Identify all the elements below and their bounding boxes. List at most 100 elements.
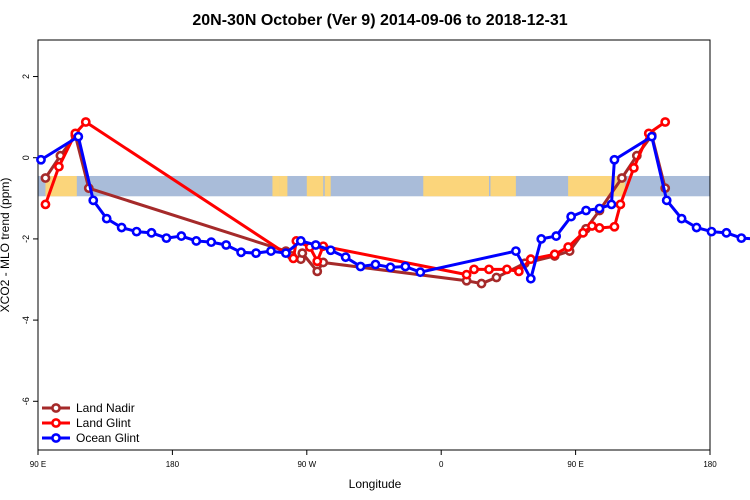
land-nadir-point bbox=[616, 173, 627, 183]
ocean-glint-point bbox=[706, 226, 717, 237]
ocean-glint-point bbox=[325, 245, 336, 256]
ocean-glint-point bbox=[221, 240, 232, 250]
land-glint-point bbox=[594, 223, 605, 233]
land-glint-point bbox=[609, 221, 620, 232]
land-nadir-point bbox=[491, 272, 502, 283]
chart-title: 20N-30N October (Ver 9) 2014-09-06 to 20… bbox=[192, 12, 567, 29]
ocean-glint-point bbox=[36, 154, 46, 165]
ocean-glint-point bbox=[415, 267, 426, 278]
land-glint-point bbox=[312, 256, 323, 267]
land-segment bbox=[568, 175, 625, 197]
ocean-glint-point bbox=[661, 195, 672, 206]
y-axis-label: XCO2 - MLO trend (ppm) bbox=[0, 178, 12, 313]
ocean-glint-point bbox=[594, 203, 605, 214]
legend-label-ocean-glint: Ocean Glint bbox=[76, 431, 140, 445]
land-glint-point bbox=[513, 266, 524, 277]
land-glint-point bbox=[469, 264, 479, 275]
ocean-glint-point bbox=[251, 248, 261, 259]
land-segment bbox=[279, 175, 288, 197]
land-glint-point bbox=[461, 269, 472, 280]
ocean-glint-point bbox=[340, 252, 351, 263]
series-layer bbox=[36, 117, 750, 289]
ocean-glint-point bbox=[536, 234, 547, 244]
land-glint-point bbox=[502, 264, 512, 275]
ocean-glint-point bbox=[161, 233, 172, 243]
ocean-glint-point bbox=[370, 259, 381, 270]
land-glint-point bbox=[587, 221, 597, 231]
ocean-glint-point bbox=[385, 262, 396, 273]
ocean-glint-point bbox=[609, 154, 620, 165]
y-tick-label: 0 bbox=[21, 155, 31, 160]
land-segment bbox=[324, 175, 331, 197]
ocean-glint-point bbox=[191, 236, 202, 246]
x-axis: 90 E 180 90 W 0 90 E 180 bbox=[30, 450, 717, 469]
y-tick-label: -2 bbox=[21, 235, 31, 243]
y-tick-label: 2 bbox=[21, 74, 31, 79]
plot-frame bbox=[37, 39, 711, 451]
x-tick-label: 90 E bbox=[30, 460, 46, 469]
ocean-glint-point bbox=[206, 237, 217, 248]
land-glint-point bbox=[549, 249, 560, 260]
x-tick-label: 0 bbox=[439, 460, 444, 469]
land-glint-point bbox=[40, 199, 51, 210]
land-segment bbox=[306, 175, 324, 197]
x-tick-label: 180 bbox=[703, 460, 717, 469]
ocean-glint-point bbox=[581, 205, 591, 216]
legend-marker-land-nadir bbox=[51, 403, 61, 413]
ocean-glint-point bbox=[280, 248, 291, 259]
ocean-glint-point bbox=[176, 231, 187, 241]
land-nadir-point bbox=[40, 173, 51, 183]
ocean-glint-point bbox=[73, 131, 84, 142]
y-tick-label: -6 bbox=[21, 397, 31, 405]
ocean-glint-point bbox=[146, 227, 157, 238]
land-nadir-point bbox=[312, 266, 323, 277]
x-tick-label: 90 W bbox=[297, 460, 316, 469]
ocean-glint-point bbox=[295, 236, 306, 246]
ocean-glint-point bbox=[266, 246, 276, 256]
ocean-glint-point bbox=[88, 195, 99, 206]
ocean-glint-point bbox=[736, 233, 747, 243]
ocean-glint-point bbox=[116, 222, 127, 233]
ocean-glint-point bbox=[131, 226, 142, 237]
land-segment bbox=[423, 175, 489, 197]
ocean-glint-point bbox=[721, 227, 732, 238]
y-axis: 2 0 -2 -4 -6 bbox=[21, 74, 38, 405]
land-glint-point bbox=[660, 117, 671, 127]
ocean-glint-point bbox=[566, 211, 577, 222]
ocean-glint-point bbox=[101, 213, 112, 224]
legend-label-land-nadir: Land Nadir bbox=[76, 401, 135, 415]
land-segment bbox=[490, 175, 516, 197]
legend-marker-ocean-glint bbox=[51, 433, 61, 443]
land-glint-point bbox=[578, 227, 588, 238]
y-tick-label: -4 bbox=[21, 316, 31, 324]
land-glint-point bbox=[80, 117, 91, 127]
land-glint-point bbox=[525, 254, 536, 265]
land-ocean-band bbox=[38, 175, 710, 197]
ocean-band bbox=[38, 175, 710, 197]
ocean-glint-point bbox=[400, 261, 411, 272]
land-glint-point bbox=[615, 199, 626, 210]
land-glint-point bbox=[484, 264, 494, 275]
ocean-glint-point bbox=[355, 261, 366, 272]
x-tick-label: 180 bbox=[166, 460, 180, 469]
ocean-glint-point bbox=[691, 222, 702, 233]
ocean-glint-point bbox=[646, 131, 657, 142]
ocean-glint-point bbox=[310, 240, 321, 250]
land-glint-point bbox=[288, 253, 299, 264]
land-glint-point bbox=[628, 162, 639, 173]
legend-marker-land-glint bbox=[51, 418, 61, 428]
land-glint-point bbox=[563, 242, 574, 252]
land-nadir-point bbox=[476, 278, 487, 289]
x-tick-label: 90 E bbox=[567, 460, 583, 469]
land-segment bbox=[272, 175, 280, 197]
land-glint-point bbox=[54, 161, 64, 172]
ocean-glint-point bbox=[510, 246, 521, 256]
ocean-glint-point bbox=[236, 247, 246, 258]
ocean-glint-point bbox=[606, 199, 617, 210]
land-nadir-point bbox=[297, 248, 308, 259]
x-axis-label: Longitude bbox=[349, 477, 402, 491]
legend-label-land-glint: Land Glint bbox=[76, 416, 131, 430]
ocean-glint-point bbox=[525, 273, 536, 284]
